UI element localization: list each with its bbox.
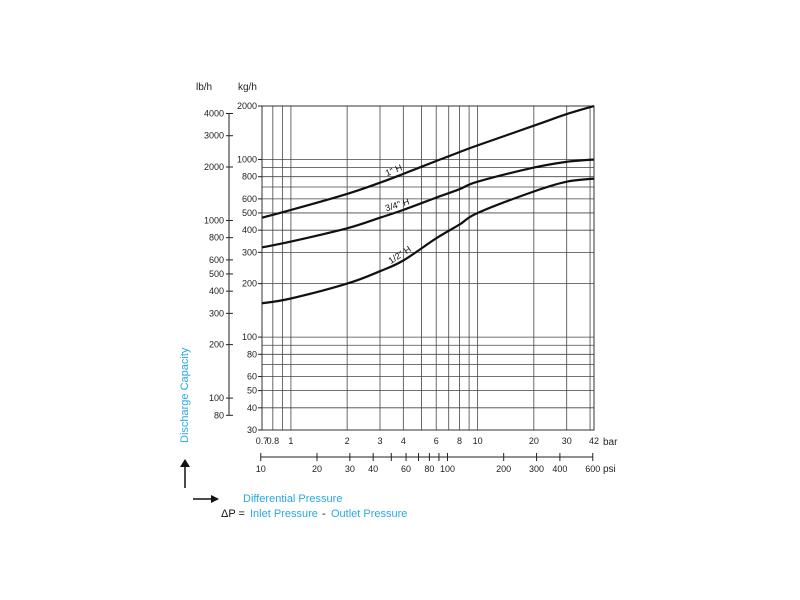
kgh-tick-label: 800: [242, 172, 257, 182]
lbh-tick-label: 2000: [204, 162, 224, 172]
psi-tick-label: 400: [552, 464, 567, 474]
psi-tick-label: 60: [401, 464, 411, 474]
bar-tick-label: 30: [562, 436, 572, 446]
bar-tick-label: 42: [589, 436, 599, 446]
equation-outlet: Outlet Pressure: [331, 508, 407, 520]
bar-tick-label: 8: [457, 436, 462, 446]
bar-tick-label: 20: [529, 436, 539, 446]
kgh-tick-label: 60: [247, 372, 257, 382]
kgh-axis: 2000 1000 800 600 500 400 300 200 100 80 60 50 40 30: [237, 101, 262, 435]
kgh-tick-label: 600: [242, 194, 257, 204]
arrow-up-icon: [180, 459, 190, 467]
lbh-tick-label: 400: [209, 286, 224, 296]
psi-tick-label: 100: [440, 464, 455, 474]
kgh-tick-label: 100: [242, 332, 257, 342]
lbh-tick-label: 300: [209, 308, 224, 318]
kgh-tick-label: 300: [242, 247, 257, 257]
series-line: [261, 158, 595, 249]
series-line: [261, 104, 595, 219]
bar-tick-label: 3: [377, 436, 382, 446]
lbh-tick-label: 1000: [204, 215, 224, 225]
psi-unit-label: psi: [603, 464, 616, 475]
psi-tick-label: 20: [312, 464, 322, 474]
arrow-right-icon: [211, 495, 219, 503]
bar-tick-label: 1: [288, 436, 293, 446]
kgh-tick-label: 30: [247, 425, 257, 435]
vertical-gridlines: [261, 106, 595, 430]
psi-tick-label: 80: [424, 464, 434, 474]
y-axis-title: Discharge Capacity: [179, 347, 191, 443]
kgh-tick-label: 2000: [237, 101, 257, 111]
equation-lhs: ΔP =: [221, 508, 245, 520]
lbh-tick-label: 800: [209, 233, 224, 243]
psi-tick-label: 10: [256, 464, 266, 474]
x-arrow: [193, 495, 219, 503]
lbh-tick-label: 100: [209, 393, 224, 403]
bar-unit-label: bar: [603, 437, 618, 448]
equation-minus: -: [322, 508, 326, 520]
bar-tick-label: 4: [401, 436, 406, 446]
bar-tick-label: 6: [434, 436, 439, 446]
y-arrow: [180, 459, 190, 488]
equation-inlet: Inlet Pressure: [250, 508, 318, 520]
psi-tick-label: 300: [529, 464, 544, 474]
kgh-unit-label: kg/h: [238, 82, 257, 93]
x-axis-title: Differential Pressure: [243, 493, 342, 505]
series-layer: [261, 104, 595, 305]
kgh-tick-label: 80: [247, 349, 257, 359]
psi-axis: 10 20 30 40 60 80 100 200 300 400 600: [256, 453, 600, 474]
lbh-tick-label: 600: [209, 255, 224, 265]
lbh-tick-label: 200: [209, 340, 224, 350]
lbh-axis: 4000 3000 2000 1000 800 600 500 400 300 200 100 80: [204, 109, 233, 420]
psi-tick-label: 600: [585, 464, 600, 474]
kgh-tick-label: 500: [242, 208, 257, 218]
lbh-tick-label: 4000: [204, 109, 224, 119]
lbh-tick-label: 3000: [204, 131, 224, 141]
series-line: [261, 177, 595, 305]
bar-axis: 0.70.8 1 2 3 4 6 8 10 20 30 42: [256, 436, 599, 446]
psi-tick-label: 40: [368, 464, 378, 474]
psi-tick-label: 200: [496, 464, 511, 474]
kgh-tick-label: 200: [242, 279, 257, 289]
kgh-tick-label: 40: [247, 403, 257, 413]
lbh-tick-label: 500: [209, 269, 224, 279]
lbh-tick-label: 80: [214, 410, 224, 420]
psi-tick-label: 30: [345, 464, 355, 474]
bar-tick-label: 0.7: [256, 436, 269, 446]
horizontal-gridlines: [262, 105, 594, 431]
bar-tick-label: 0.8: [267, 436, 280, 446]
kgh-tick-label: 400: [242, 225, 257, 235]
kgh-tick-label: 1000: [237, 154, 257, 164]
kgh-tick-label: 50: [247, 386, 257, 396]
lbh-unit-label: lb/h: [196, 82, 212, 93]
plot-frame: [261, 105, 595, 431]
bar-tick-label: 10: [473, 436, 483, 446]
bar-tick-label: 2: [345, 436, 350, 446]
pressure-equation: ΔP = Inlet Pressure - Outlet Pressure: [221, 504, 407, 521]
